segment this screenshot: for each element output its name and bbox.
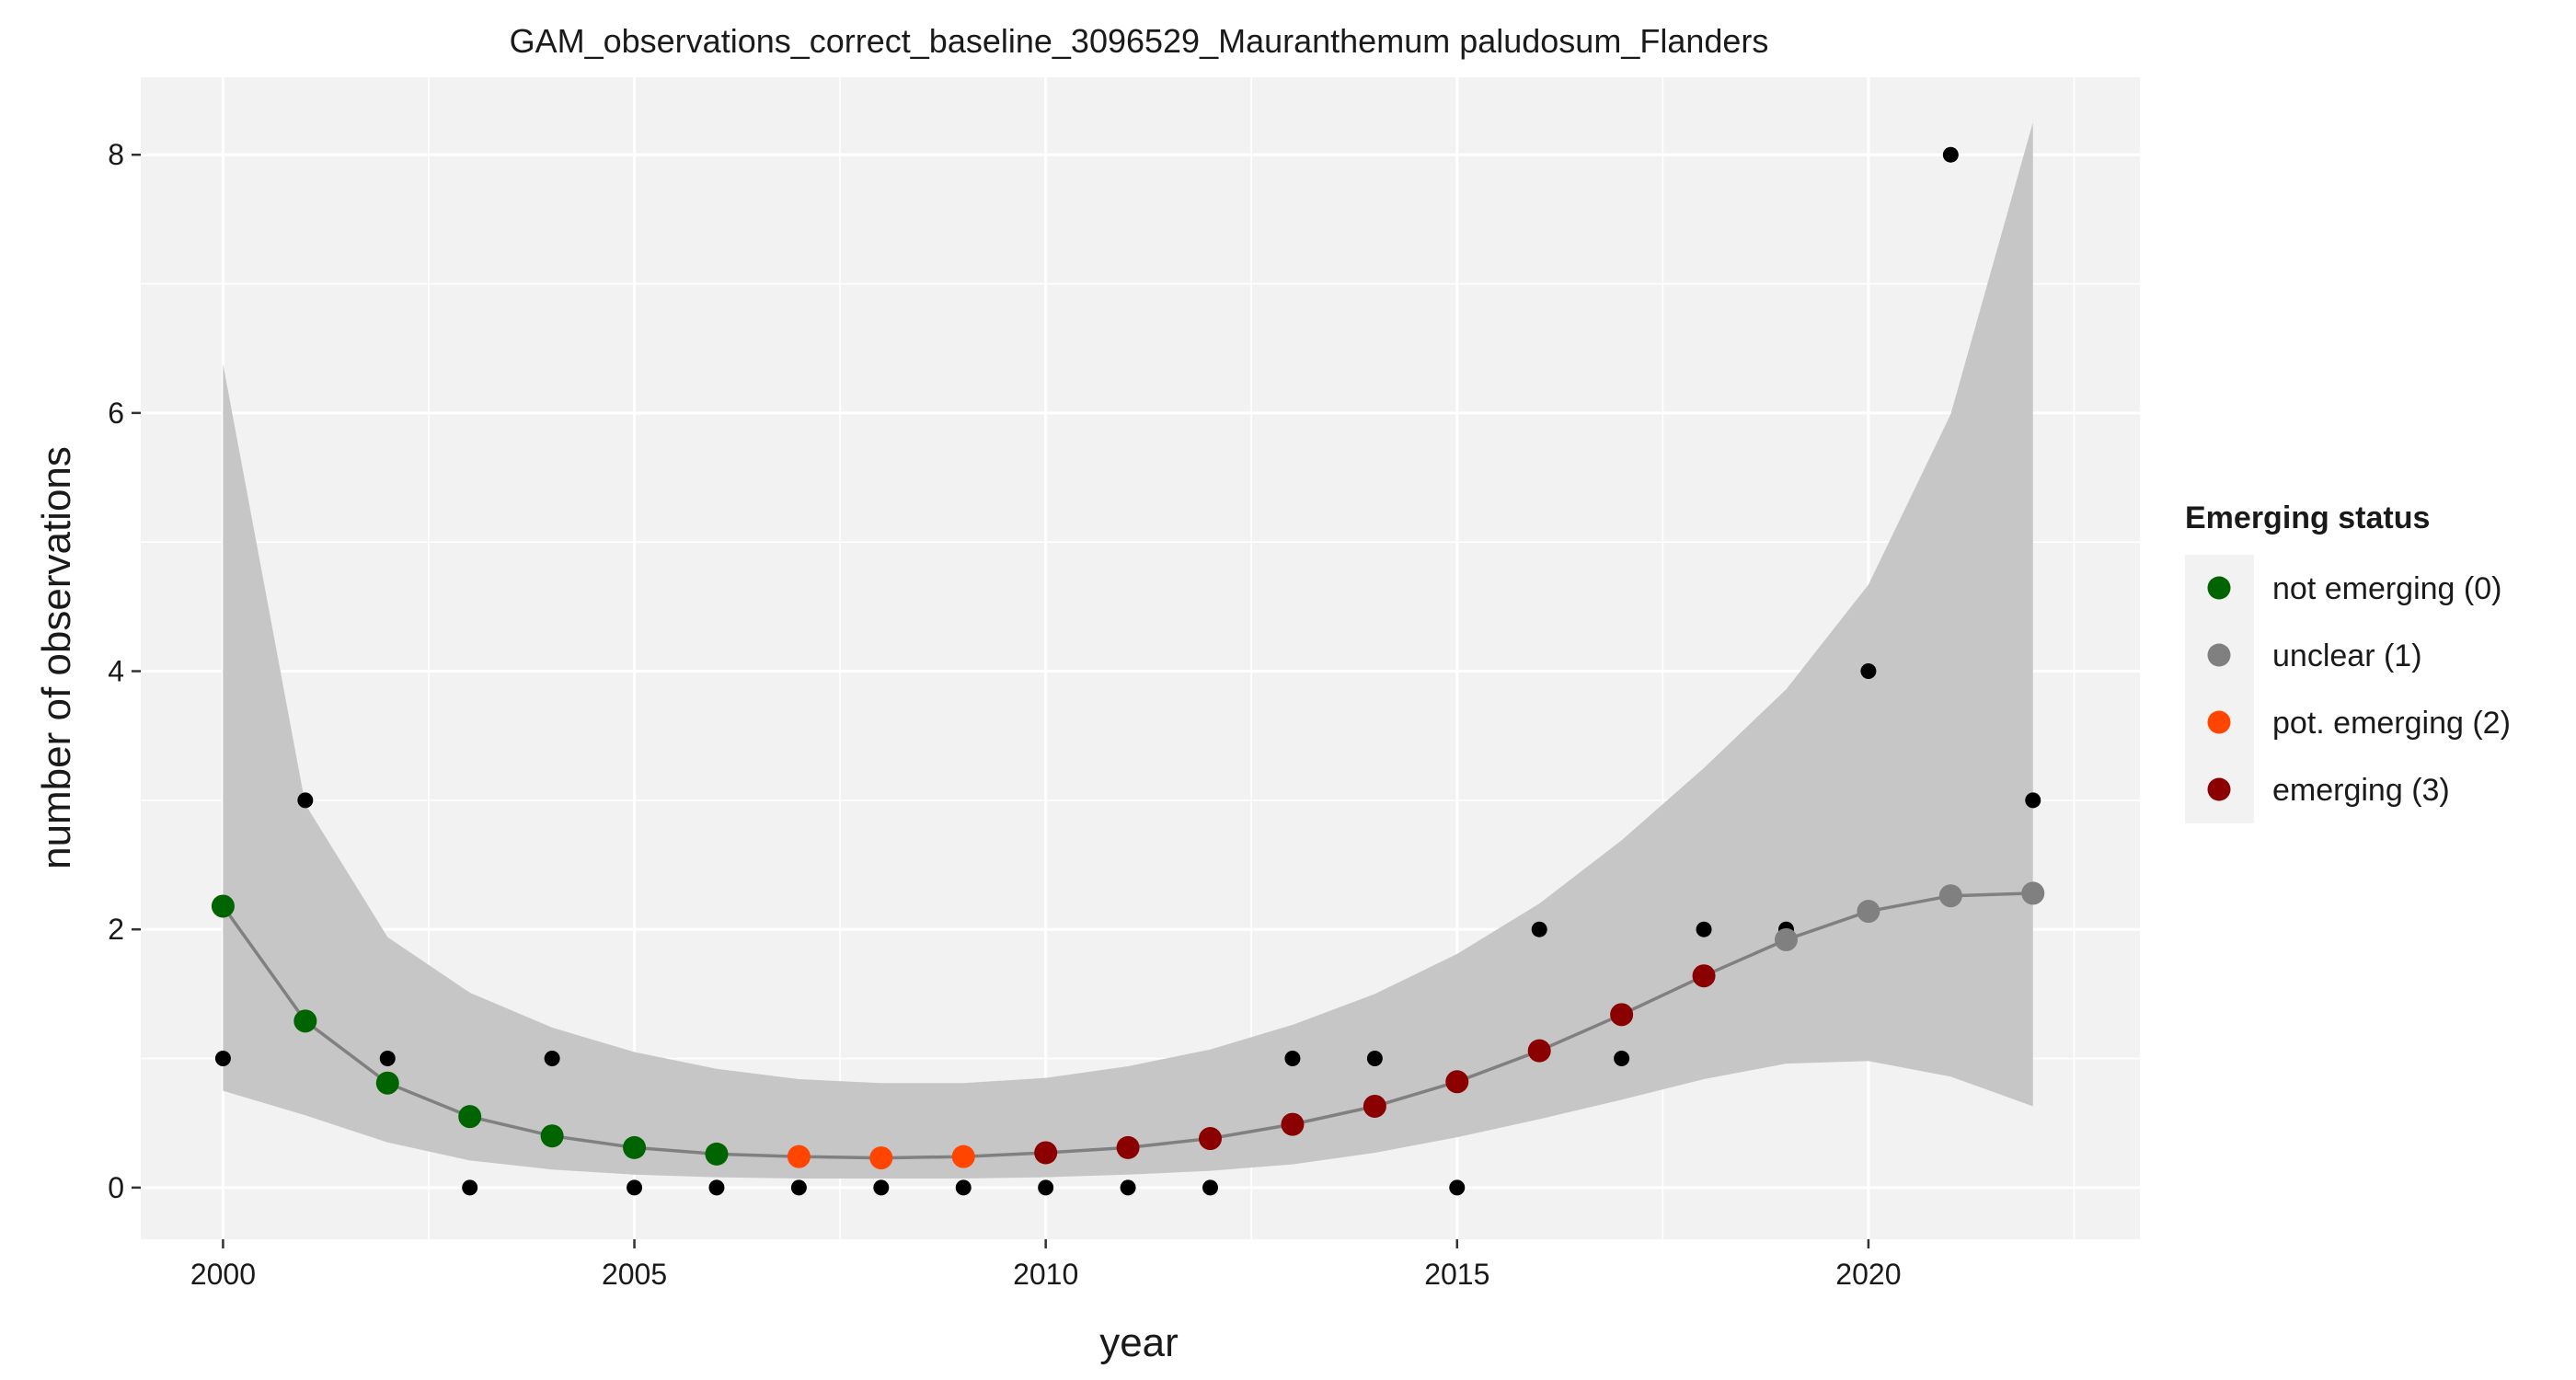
observed-point [1696,921,1712,937]
observed-point [1202,1179,1219,1196]
y-tick-label: 8 [108,138,124,171]
observed-point [708,1179,725,1196]
fitted-point [2021,881,2045,905]
fitted-point [375,1071,399,1095]
fitted-point [1199,1127,1223,1151]
observed-point [2025,792,2041,809]
x-tick-label: 2000 [190,1258,256,1291]
legend: Emerging status not emerging (0) unclear … [2185,500,2511,823]
legend-key [2207,576,2231,600]
x-tick-label: 2020 [1835,1258,1901,1291]
y-tick-label: 2 [108,913,124,946]
observed-points [214,146,2041,1196]
legend-label: not emerging (0) [2272,571,2501,606]
legend-label: pot. emerging (2) [2272,706,2511,741]
observed-point [1038,1179,1054,1196]
legend-label: emerging (3) [2272,773,2450,808]
x-axis-title: year [1099,1320,1179,1365]
legend-key [2207,643,2231,667]
fitted-point [1857,900,1880,924]
observed-point [297,792,314,809]
observed-point [379,1051,396,1067]
fitted-point [1116,1135,1140,1159]
fitted-point [623,1135,647,1159]
observed-point [1449,1179,1466,1196]
y-axis: 0 2 4 6 8 [108,138,141,1204]
observed-point [1284,1051,1301,1067]
y-tick-label: 6 [108,397,124,430]
fitted-point [293,1009,317,1033]
y-tick-label: 4 [108,655,124,688]
legend-items: not emerging (0) unclear (1) pot. emerging… [2207,571,2511,808]
fitted-point [951,1144,975,1168]
fitted-point [1610,1003,1634,1027]
legend-key [2207,777,2231,801]
fitted-point [705,1142,729,1166]
fitted-point [1363,1094,1386,1118]
observed-point [1366,1051,1383,1067]
x-tick-label: 2015 [1424,1258,1489,1291]
observed-point [1120,1179,1136,1196]
observed-point [1860,663,1877,680]
fitted-point [1281,1112,1305,1136]
fitted-point [211,894,235,918]
legend-label: unclear (1) [2272,638,2422,673]
observed-point [214,1051,231,1067]
fit-points [211,881,2045,1170]
observed-point [790,1179,807,1196]
observed-point [955,1179,972,1196]
fitted-point [787,1144,811,1168]
observed-point [1531,921,1547,937]
confidence-ribbon [223,122,2033,1179]
fitted-point [1034,1141,1058,1165]
fitted-point [540,1124,564,1148]
fitted-point [1938,884,1962,908]
fitted-point [1527,1039,1551,1063]
observed-point [462,1179,478,1196]
x-axis: 2000 2005 2010 2015 2020 [190,1239,1901,1291]
fitted-point [1692,964,1716,988]
legend-title: Emerging status [2185,500,2430,535]
fitted-point [869,1146,893,1170]
fitted-point [1774,927,1798,951]
legend-key [2207,710,2231,734]
observed-point [1614,1051,1630,1067]
y-tick-label: 0 [108,1171,124,1204]
chart-title: GAM_observations_correct_baseline_309652… [510,22,1769,60]
fitted-point [458,1105,482,1129]
observed-point [627,1179,643,1196]
x-tick-label: 2010 [1013,1258,1078,1291]
observed-point [1942,146,1959,163]
x-tick-label: 2005 [602,1258,667,1291]
fitted-point [1445,1070,1469,1094]
observed-point [544,1051,560,1067]
y-axis-title: number of observations [34,446,79,869]
observed-point [873,1179,890,1196]
